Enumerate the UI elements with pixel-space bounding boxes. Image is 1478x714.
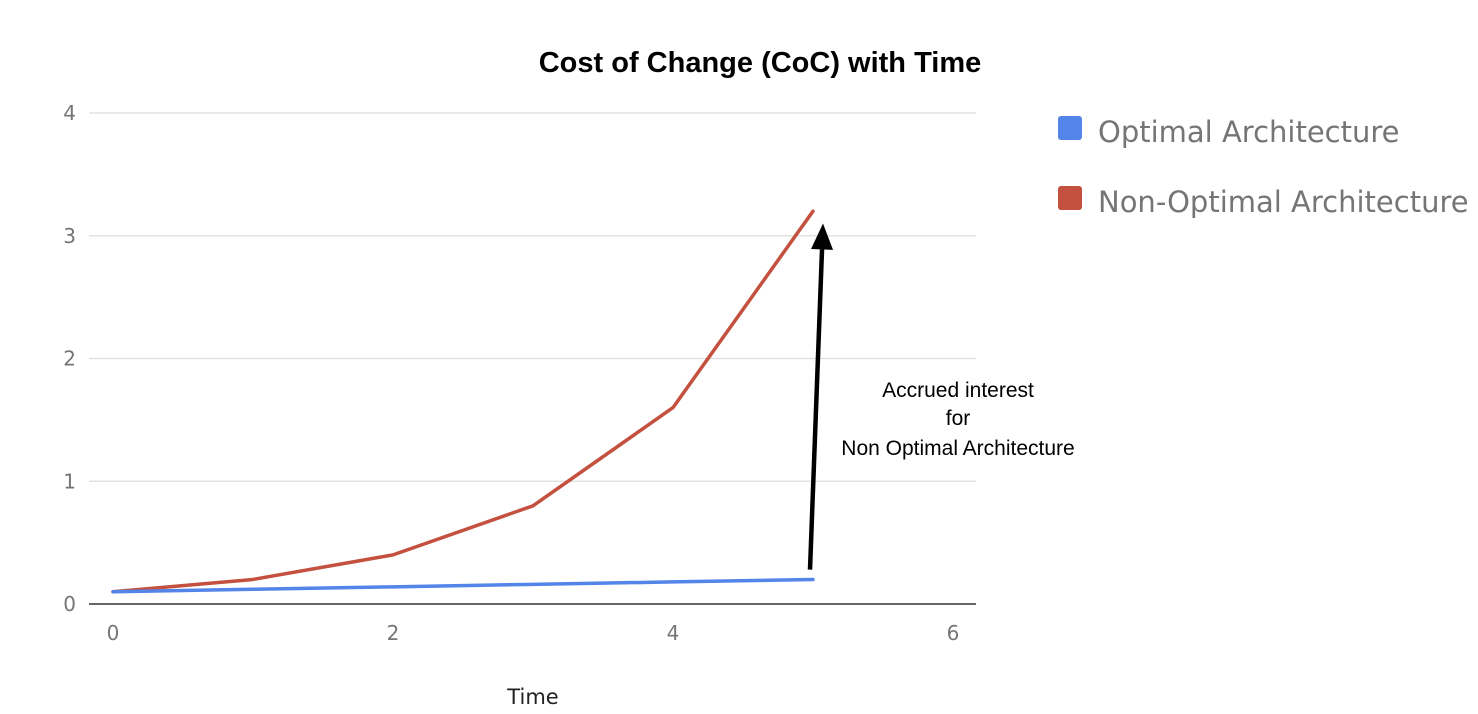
x-tick-label-2: 2: [387, 621, 400, 645]
series-lines: [111, 209, 815, 594]
y-tick-label-2: 2: [63, 347, 76, 371]
x-tick-label-0: 0: [107, 621, 120, 645]
annotation-text-line-3: Non Optimal Architecture: [841, 437, 1074, 460]
gridlines: [89, 112, 976, 482]
y-tick-label-4: 4: [63, 101, 76, 125]
y-tick-label-3: 3: [63, 224, 76, 248]
annotation-arrow-head: [811, 223, 834, 250]
x-tick-label-4: 4: [667, 621, 680, 645]
annotation-text-line-2: for: [946, 407, 971, 430]
series-line-non-optimal: [111, 209, 815, 594]
annotation-arrow-shaft: [807, 249, 825, 570]
x-axis-label: Time: [506, 685, 558, 709]
chart-title: Cost of Change (CoC) with Time: [539, 47, 982, 79]
legend: Optimal Architecture Non-Optimal Architec…: [1058, 115, 1469, 219]
annotation-text-line-1: Accrued interest: [882, 379, 1034, 402]
legend-swatch-non-optimal: [1058, 186, 1082, 210]
x-tick-label-6: 6: [947, 621, 960, 645]
y-tick-label-0: 0: [63, 592, 76, 616]
legend-swatch-optimal: [1058, 116, 1082, 140]
y-axis-ticks: 0 1 2 3 4: [63, 101, 76, 616]
legend-label-non-optimal: Non-Optimal Architecture: [1098, 185, 1469, 219]
series-line-optimal: [111, 577, 815, 594]
x-axis-ticks: 0 2 4 6: [107, 621, 960, 645]
y-tick-label-1: 1: [63, 469, 76, 493]
legend-label-optimal: Optimal Architecture: [1098, 115, 1400, 149]
annotation: Accrued interest for Non Optimal Architect…: [807, 223, 1075, 570]
